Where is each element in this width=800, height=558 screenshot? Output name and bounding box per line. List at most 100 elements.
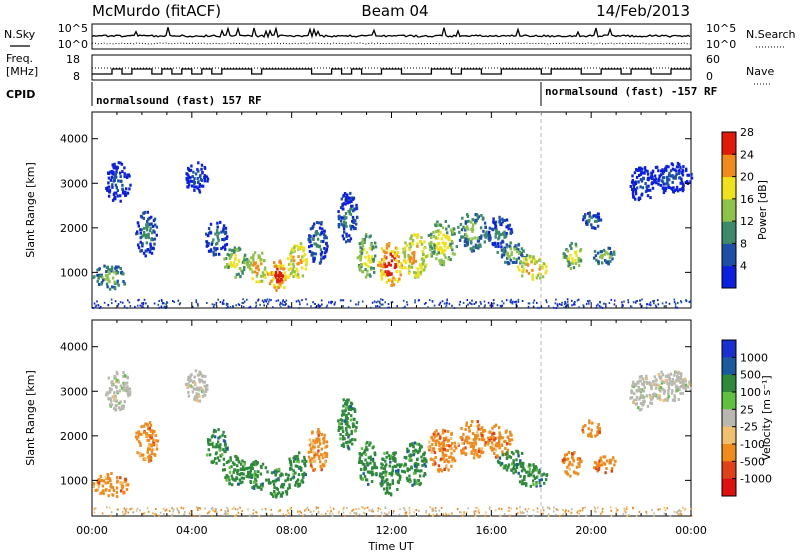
echo-cell	[204, 389, 208, 393]
echo-cell	[342, 227, 346, 231]
echo-cell	[533, 258, 537, 262]
echo-cell	[515, 247, 518, 250]
ground-scatter-cell	[312, 301, 314, 304]
echo-cell	[478, 454, 482, 458]
echo-cell	[472, 447, 475, 451]
echo-cell	[405, 476, 409, 480]
echo-cell	[427, 234, 431, 237]
echo-cell	[445, 236, 448, 240]
echo-cell	[471, 248, 474, 252]
ground-scatter-cell	[532, 301, 535, 304]
echo-cell	[444, 256, 447, 260]
echo-cell	[346, 417, 349, 420]
ground-scatter-cell	[582, 304, 585, 307]
ground-scatter-cell	[235, 514, 238, 517]
echo-cell	[643, 386, 646, 389]
echo-cell	[359, 246, 362, 250]
ground-scatter-cell	[257, 298, 260, 301]
echo-cell	[351, 215, 355, 219]
echo-cell	[474, 450, 477, 453]
echo-cell	[288, 483, 291, 487]
echo-cell	[400, 263, 403, 267]
echo-cell	[418, 449, 421, 453]
echo-cell	[359, 253, 363, 257]
echo-cell	[265, 478, 268, 482]
ground-scatter-cell	[264, 299, 266, 301]
echo-cell	[446, 460, 450, 464]
echo-cell	[510, 251, 513, 255]
echo-cell	[419, 446, 422, 450]
echo-cell	[481, 438, 484, 442]
echo-cell	[403, 455, 406, 459]
echo-cell	[107, 376, 110, 380]
echo-cell	[355, 207, 358, 211]
ground-scatter-cell	[663, 512, 666, 515]
echo-cell	[275, 468, 279, 472]
echo-cell	[280, 278, 283, 282]
echo-cell	[415, 271, 418, 275]
echo-cell	[358, 242, 361, 246]
echo-cell	[505, 442, 509, 446]
echo-cell	[671, 383, 674, 387]
echo-cell	[416, 235, 419, 239]
ground-scatter-cell	[361, 506, 363, 509]
echo-cell	[682, 188, 685, 192]
echo-cell	[201, 394, 205, 398]
echo-cell	[345, 199, 348, 203]
ground-scatter-cell	[610, 514, 613, 517]
echo-cell	[690, 176, 694, 180]
echo-cell	[347, 198, 350, 202]
ground-scatter-cell	[566, 304, 568, 307]
echo-cell	[249, 261, 253, 265]
echo-cell	[432, 458, 435, 462]
echo-cell	[114, 183, 118, 187]
echo-cell	[533, 477, 537, 480]
echo-cell	[585, 221, 588, 225]
echo-cell	[312, 445, 315, 449]
echo-cell	[435, 257, 438, 261]
echo-cell	[126, 385, 129, 389]
echo-cell	[321, 227, 324, 231]
echo-cell	[439, 223, 442, 227]
ground-scatter-cell	[621, 303, 624, 306]
echo-cell	[358, 458, 361, 462]
echo-cell	[507, 463, 511, 467]
echo-cell	[125, 187, 128, 191]
echo-cell	[533, 467, 537, 471]
echo-cell	[412, 471, 416, 475]
echo-cell	[96, 268, 99, 272]
echo-cell	[631, 179, 634, 182]
echo-cell	[101, 484, 105, 488]
ground-scatter-cell	[282, 299, 284, 302]
echo-cell	[410, 234, 413, 238]
echo-cell	[230, 474, 233, 478]
echo-cell	[502, 233, 506, 237]
x-tick-label: 12:00	[376, 524, 408, 537]
echo-cell	[433, 451, 437, 455]
echo-cell	[594, 467, 598, 470]
echo-cell	[575, 254, 578, 258]
echo-cell	[497, 245, 500, 249]
echo-cell	[471, 442, 474, 446]
ground-scatter-cell	[125, 507, 128, 510]
echo-cell	[494, 232, 497, 236]
echo-cell	[413, 441, 417, 445]
echo-cell	[113, 374, 116, 378]
ground-scatter-cell	[270, 299, 272, 302]
echo-cell	[531, 275, 534, 279]
echo-cell	[675, 185, 679, 189]
echo-cell	[285, 490, 289, 494]
echo-cell	[684, 181, 687, 184]
echo-cell	[464, 232, 467, 236]
echo-cell	[414, 462, 417, 465]
echo-cell	[313, 242, 316, 246]
echo-cell	[671, 163, 675, 167]
echo-cell	[279, 474, 282, 478]
ground-scatter-cell	[514, 301, 516, 304]
echo-cell	[388, 278, 392, 282]
echo-cell	[187, 174, 190, 178]
echo-cell	[197, 161, 200, 165]
ground-scatter-cell	[627, 301, 630, 304]
echo-cell	[337, 210, 340, 214]
echo-cell	[139, 228, 142, 232]
